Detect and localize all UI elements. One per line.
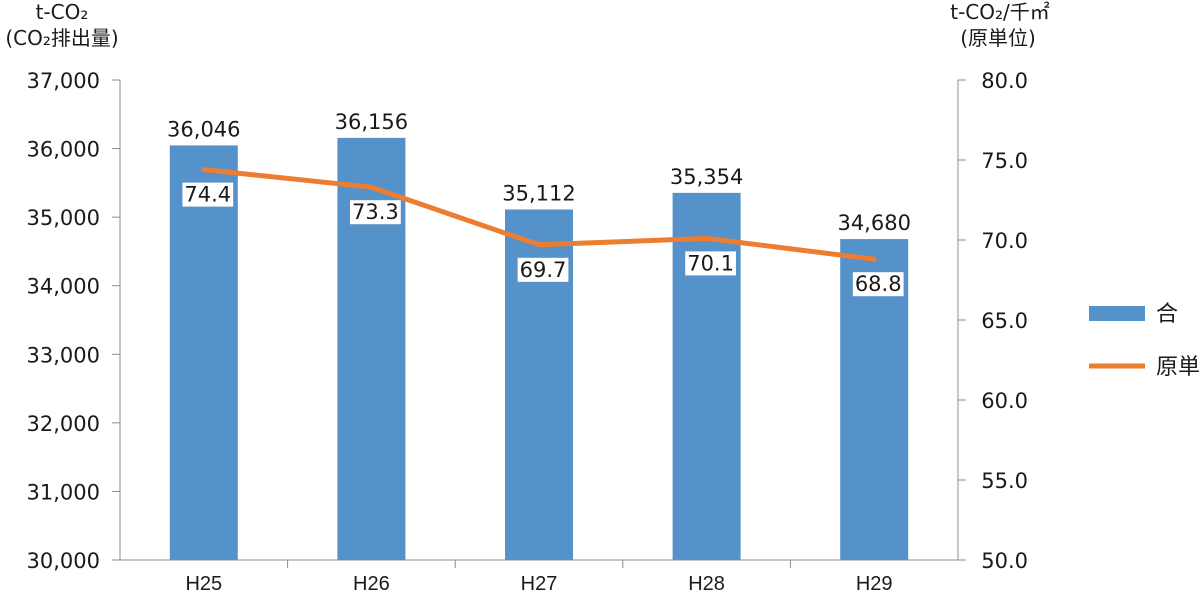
legend-swatch-bar <box>1089 306 1145 321</box>
bar-data-label: 35,354 <box>670 165 743 189</box>
line-series <box>201 167 877 262</box>
left-tick-label: 35,000 <box>27 206 100 230</box>
x-tick-label: H26 <box>353 573 390 595</box>
bar-data-label: 35,112 <box>502 181 575 205</box>
right-tick-label: 60.0 <box>981 389 1028 413</box>
bar-data-label: 34,680 <box>837 211 910 235</box>
line-label-background <box>517 257 569 282</box>
right-tick-label: 65.0 <box>981 309 1028 333</box>
legend: 合 計 原単位 <box>1089 302 1200 380</box>
bar <box>169 145 238 560</box>
bar <box>672 192 741 560</box>
left-tick-label: 30,000 <box>27 549 100 573</box>
left-axis-unit: t-CO₂ <box>36 0 89 24</box>
line-point <box>536 242 542 248</box>
data-labels: 36,046 36,156 35,112 35,354 34,680 74.4 73.3 69… <box>167 110 911 297</box>
x-tick-label: H27 <box>521 573 558 595</box>
line-data-label: 73.3 <box>352 200 399 224</box>
x-tick-label: H29 <box>856 573 893 595</box>
left-tick-label: 33,000 <box>27 343 100 367</box>
line-data-label: 68.8 <box>855 272 902 296</box>
left-tick-label: 36,000 <box>27 138 100 162</box>
line-point <box>871 256 877 262</box>
right-tick-label: 70.0 <box>981 229 1028 253</box>
line-label-background <box>852 272 904 297</box>
left-tick-label: 34,000 <box>27 275 100 299</box>
bar-data-label: 36,046 <box>167 117 240 141</box>
bar-data-label: 36,156 <box>335 110 408 134</box>
x-tick-label: H28 <box>688 573 725 595</box>
right-axis-label: (原単位) <box>960 26 1036 50</box>
legend-label-line: 原単位 <box>1156 355 1200 380</box>
line-label-background <box>350 200 401 225</box>
legend-label-bar: 合 計 <box>1156 302 1200 327</box>
line-data-label: 74.4 <box>184 183 231 207</box>
left-axis-label: (CO₂排出量) <box>5 26 118 50</box>
left-tick-label: 31,000 <box>27 480 100 504</box>
right-tick-label: 55.0 <box>981 469 1028 493</box>
x-tick-label: H25 <box>185 573 222 595</box>
left-tick-label: 37,000 <box>27 69 100 93</box>
right-tick-label: 75.0 <box>981 149 1028 173</box>
right-axis-unit: t-CO₂/千㎡ <box>950 0 1050 24</box>
left-tick-label: 32,000 <box>27 412 100 436</box>
line-point <box>201 167 207 173</box>
line-point <box>704 235 710 241</box>
right-tick-label: 50.0 <box>981 549 1028 573</box>
line-label-background <box>685 251 736 276</box>
axes: 30,000 31,000 32,000 33,000 34,000 35,000 36,0… <box>27 69 1028 595</box>
line-point <box>368 184 374 190</box>
line-data-label: 69.7 <box>520 258 567 282</box>
line-data-label: 70.1 <box>687 251 734 275</box>
line-label-background <box>182 182 234 207</box>
right-tick-label: 80.0 <box>981 69 1028 93</box>
